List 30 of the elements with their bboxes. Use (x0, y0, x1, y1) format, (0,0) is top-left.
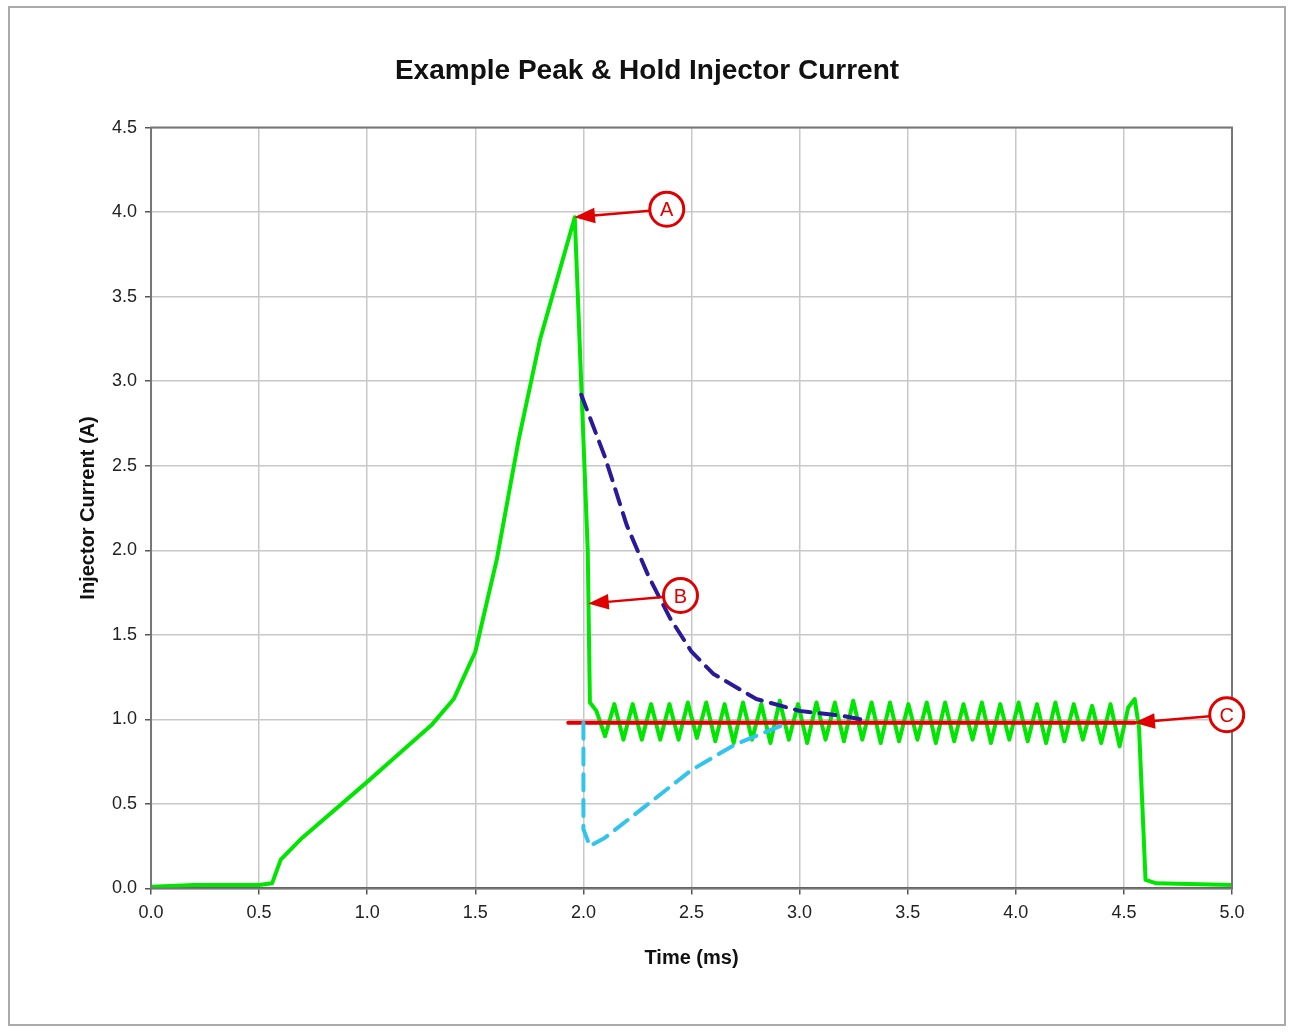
letter-circle: C (1208, 696, 1246, 734)
letter-circle: A (648, 190, 686, 228)
x-tick-label: 5.0 (1219, 902, 1245, 923)
y-tick-label: 4.5 (111, 116, 138, 137)
chart-title: Example Peak & Hold Injector Current (394, 53, 900, 85)
y-tick-label: 1.5 (111, 623, 138, 644)
x-tick-label: 0.5 (246, 902, 272, 923)
y-tick-label: 0.0 (111, 877, 138, 898)
letter-circle: B (662, 577, 699, 614)
y-axis-title: Injector Current (A) (75, 416, 98, 600)
x-tick-label: 3.0 (787, 902, 813, 923)
annotation: A (660, 198, 675, 221)
y-tick-label: 4.0 (111, 201, 138, 222)
annotation: B (673, 584, 688, 607)
y-tick-label: 0.5 (111, 792, 138, 813)
x-tick-label: 1.5 (462, 902, 488, 923)
y-tick-label: 1.0 (111, 708, 138, 729)
x-axis-title: Time (ms) (644, 945, 739, 968)
x-tick-label: 0.0 (138, 902, 164, 923)
y-tick-label: 2.5 (111, 454, 138, 475)
x-tick-label: 2.5 (679, 902, 705, 923)
x-tick-label: 4.0 (1003, 902, 1029, 923)
x-tick-label: 2.0 (570, 902, 596, 923)
annotation: C (1219, 703, 1234, 726)
y-tick-label: 2.0 (111, 539, 138, 560)
x-tick-label: 4.5 (1111, 902, 1137, 923)
y-tick-label: 3.0 (111, 370, 138, 391)
x-tick-label: 1.0 (354, 902, 380, 923)
x-tick-label: 3.5 (895, 902, 921, 923)
y-tick-label: 3.5 (111, 285, 138, 306)
